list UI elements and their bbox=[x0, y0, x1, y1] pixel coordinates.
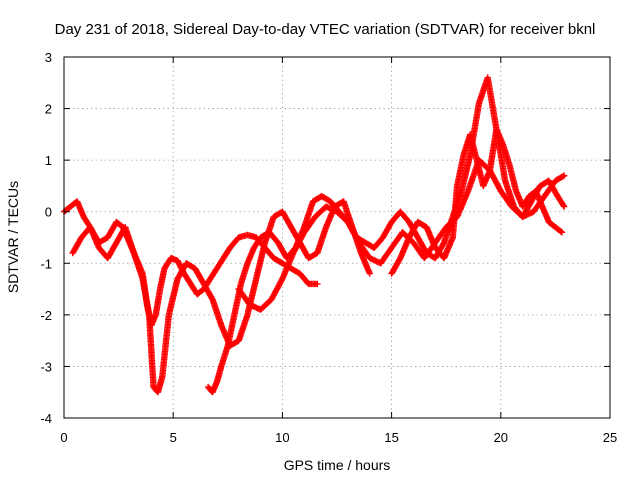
y-tick-label: -4 bbox=[40, 411, 52, 426]
series-5 bbox=[235, 156, 568, 313]
x-tick-label: 5 bbox=[170, 430, 177, 445]
plot-area bbox=[60, 74, 568, 396]
y-tick-labels: -4 -3 -2 -1 0 1 2 3 bbox=[40, 50, 52, 426]
y-tick-label: -2 bbox=[40, 308, 52, 323]
y-tick-label: 1 bbox=[45, 153, 52, 168]
y-tick-label: 0 bbox=[45, 205, 52, 220]
data-point bbox=[557, 228, 565, 235]
y-tick-label: 3 bbox=[45, 50, 52, 65]
series-2 bbox=[69, 198, 373, 396]
y-axis-label: SDTVAR / TECUs bbox=[5, 181, 21, 293]
x-tick-labels: 0 5 10 15 20 25 bbox=[60, 430, 617, 445]
x-tick-label: 15 bbox=[384, 430, 398, 445]
data-point bbox=[559, 173, 567, 180]
chart-title: Day 231 of 2018, Sidereal Day-to-day VTE… bbox=[55, 21, 596, 38]
x-axis-label: GPS time / hours bbox=[284, 457, 391, 473]
x-tick-label: 0 bbox=[60, 430, 67, 445]
y-tick-label: -1 bbox=[40, 256, 52, 271]
plot-frame bbox=[63, 56, 611, 419]
y-tick-label: -3 bbox=[40, 359, 52, 374]
data-point bbox=[314, 280, 321, 288]
grid bbox=[64, 57, 610, 418]
data-point bbox=[560, 203, 568, 210]
axis-ticks bbox=[63, 56, 611, 419]
data-point bbox=[366, 270, 373, 277]
data-point bbox=[558, 229, 566, 236]
data-point bbox=[560, 172, 568, 179]
series-3 bbox=[204, 74, 568, 396]
x-tick-label: 10 bbox=[275, 430, 289, 445]
data-point bbox=[560, 202, 567, 209]
y-tick-label: 2 bbox=[45, 102, 52, 117]
x-tick-label: 25 bbox=[603, 430, 617, 445]
x-tick-label: 20 bbox=[494, 430, 508, 445]
